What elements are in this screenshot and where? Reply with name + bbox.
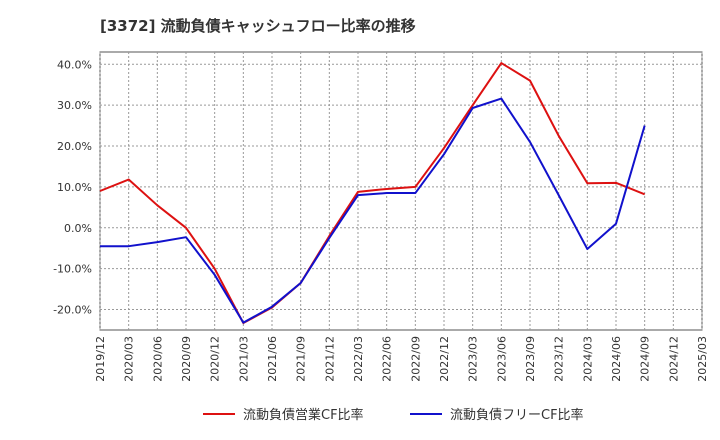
x-axis: 2019/12 2020/03 2020/06 2020/09 2020/12 2021/… xyxy=(94,336,709,382)
y-tick-label: 40.0% xyxy=(57,58,92,71)
x-tick-label: 2021/12 xyxy=(323,336,336,382)
y-tick-label: -10.0% xyxy=(53,263,92,276)
x-tick-label: 2022/06 xyxy=(381,336,394,382)
x-tick-label: 2019/12 xyxy=(94,336,107,382)
y-tick-label: 20.0% xyxy=(57,140,92,153)
x-tick-label: 2023/03 xyxy=(467,336,480,382)
x-tick-label: 2024/06 xyxy=(610,336,623,382)
x-tick-label: 2020/03 xyxy=(123,336,136,382)
x-tick-label: 2023/12 xyxy=(553,336,566,382)
x-tick-label: 2020/09 xyxy=(180,336,193,382)
x-tick-label: 2024/09 xyxy=(639,336,652,382)
chart-title: [3372] 流動負債キャッシュフロー比率の推移 xyxy=(100,17,416,35)
x-tick-label: 2022/09 xyxy=(409,336,422,382)
series-lines xyxy=(99,62,646,325)
legend-label-free-cf: 流動負債フリーCF比率 xyxy=(450,407,584,423)
x-tick-label: 2020/12 xyxy=(209,336,222,382)
legend-label-operating-cf: 流動負債営業CF比率 xyxy=(243,407,364,423)
y-tick-label: 10.0% xyxy=(57,181,92,194)
x-tick-label: 2020/06 xyxy=(151,336,164,382)
series-line-operating-cf xyxy=(99,62,646,325)
x-tick-label: 2021/06 xyxy=(266,336,279,382)
y-axis: -20.0% -10.0% 0.0% 10.0% 20.0% 30.0% 40.0% xyxy=(53,58,92,316)
y-tick-label: 0.0% xyxy=(64,222,92,235)
legend: 流動負債営業CF比率 流動負債フリーCF比率 xyxy=(203,407,584,423)
y-tick-label: -20.0% xyxy=(53,304,92,317)
x-tick-label: 2024/03 xyxy=(581,336,594,382)
x-tick-label: 2022/12 xyxy=(438,336,451,382)
x-tick-label: 2022/03 xyxy=(352,336,365,382)
y-tick-label: 30.0% xyxy=(57,99,92,112)
grid-lines xyxy=(99,52,703,330)
x-tick-label: 2023/09 xyxy=(524,336,537,382)
x-tick-label: 2023/06 xyxy=(495,336,508,382)
x-tick-label: 2024/12 xyxy=(667,336,680,382)
x-tick-label: 2021/03 xyxy=(237,336,250,382)
plot-area xyxy=(99,51,703,331)
series-line-free-cf xyxy=(100,97,646,324)
x-tick-label: 2021/09 xyxy=(295,336,308,382)
x-tick-label: 2025/03 xyxy=(696,336,709,382)
